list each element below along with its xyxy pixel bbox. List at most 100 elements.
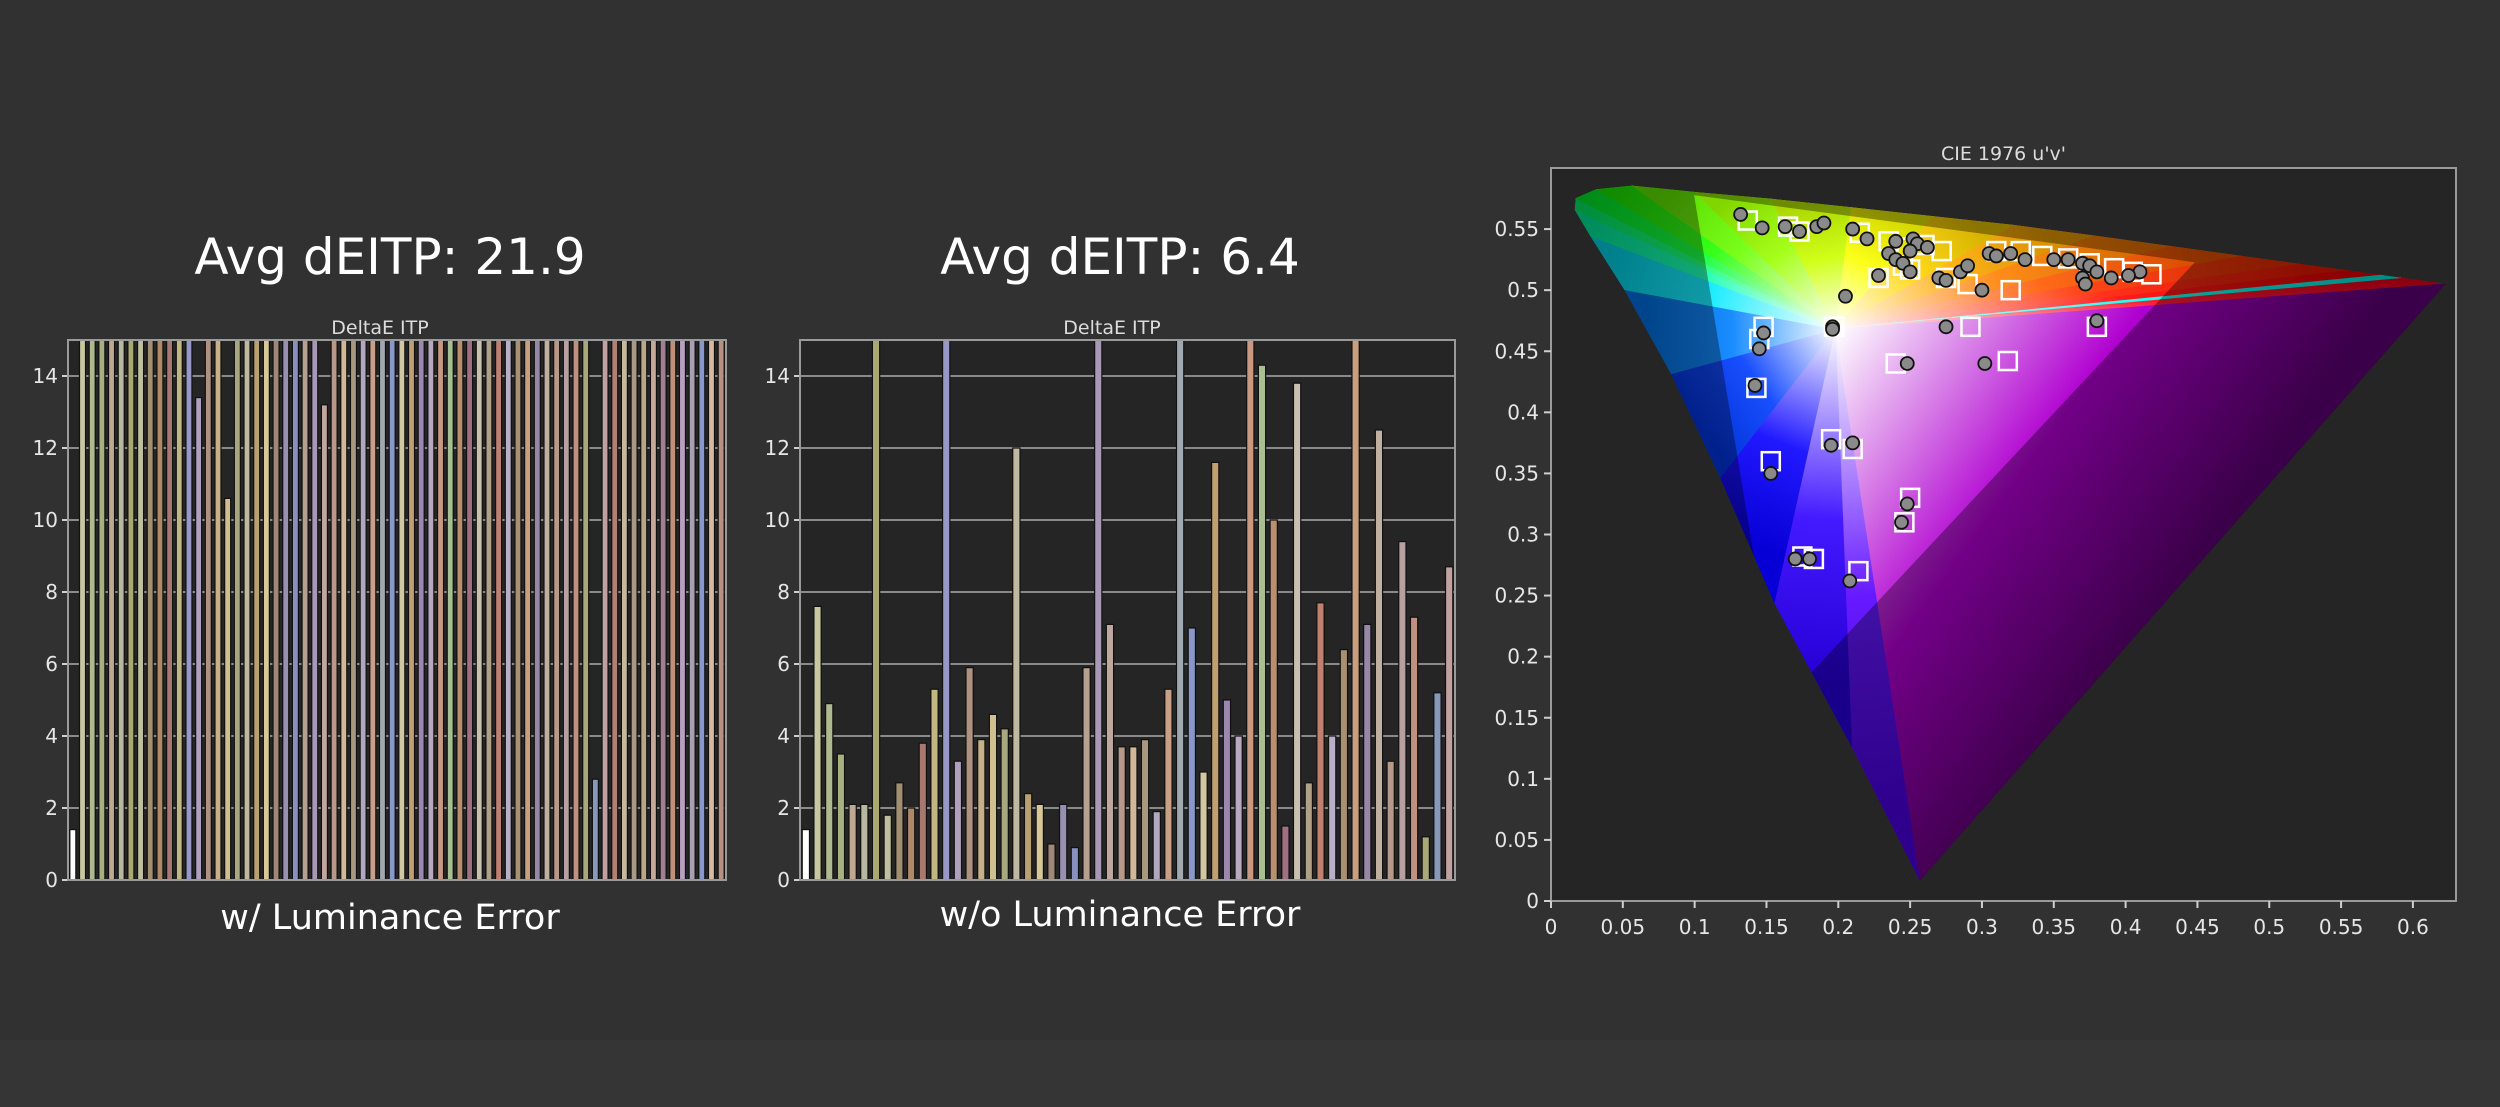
target-marker (1997, 350, 2019, 372)
target-marker (2000, 279, 2021, 301)
measured-point (1747, 378, 1763, 393)
y-tick-label: 0.45 (1494, 339, 1539, 363)
measured-point (2017, 252, 2033, 268)
y-tick-label: 2 (45, 796, 58, 820)
y-tick-label: 2 (777, 796, 790, 820)
target-marker (1960, 316, 1981, 338)
plot-border (799, 339, 1456, 881)
measured-point (1838, 288, 1853, 304)
x-tick-label: 0.3 (1966, 915, 1998, 939)
measured-point (1792, 224, 1807, 239)
bottom-band (0, 1040, 2500, 1107)
panel-1-heading: Avg dEITP: 21.9 (194, 228, 586, 286)
bar-chart-with-luminance: 0 2 4 6 8 10 12 14 DeltaE ITP (33, 317, 727, 892)
y-tick-label: 10 (765, 508, 790, 532)
y-tick-label: 10 (33, 508, 58, 532)
measured-point (1763, 466, 1779, 481)
x-tick-label: 0.45 (2175, 915, 2220, 939)
measured-point (1960, 258, 1975, 274)
target-marker (1957, 273, 1978, 295)
measured-point (1919, 240, 1935, 255)
measured-point (1787, 551, 1803, 567)
y-tick-label: 0 (1526, 889, 1539, 913)
bar-chart-without-luminance: 0 2 4 6 8 10 12 14 DeltaE ITP (765, 317, 1456, 892)
y-tick-label: 6 (45, 652, 58, 676)
measured-point (1938, 319, 1954, 335)
x-tick-label: 0.55 (2319, 915, 2364, 939)
measured-point (1751, 341, 1767, 357)
y-tick-label: 0 (45, 868, 58, 892)
x-tick-label: 0.5 (2253, 915, 2285, 939)
x-tick-label: 0.35 (2032, 915, 2077, 939)
y-tick-label: 0 (777, 868, 790, 892)
measured-point (2077, 276, 2093, 292)
measured-point (1899, 356, 1915, 371)
measured-point (1899, 496, 1915, 512)
x-tick-label: 0.05 (1601, 915, 1646, 939)
target-marker (1848, 560, 1869, 582)
measured-point (1777, 219, 1793, 235)
measured-point (1902, 264, 1918, 280)
measured-point (1845, 435, 1861, 451)
y-tick-label: 0.55 (1494, 217, 1539, 241)
panel-2-caption: w/o Luminance Error (939, 895, 1301, 935)
measured-point (1888, 233, 1904, 249)
panel-1-caption: w/ Luminance Error (220, 898, 560, 938)
y-tick-label: 0.5 (1507, 278, 1539, 302)
y-tick-label: 12 (33, 436, 58, 460)
measured-point (1938, 272, 1954, 288)
y-tick-label: 0.2 (1507, 645, 1539, 669)
x-tick-label: 0.1 (1679, 915, 1711, 939)
y-tick-label: 4 (45, 724, 58, 748)
measured-point (2046, 252, 2062, 268)
measured-point (1842, 573, 1858, 589)
y-tick-label: 4 (777, 724, 790, 748)
y-tick-label: 0.3 (1507, 523, 1539, 547)
measured-point (1845, 221, 1861, 237)
chart-title: CIE 1976 u'v' (1941, 143, 2066, 165)
measured-point (2103, 270, 2119, 286)
chart-title: DeltaE ITP (1063, 317, 1160, 339)
x-tick-label: 0.6 (2397, 915, 2429, 939)
panel-2-heading: Avg dEITP: 6.4 (940, 228, 1300, 286)
measured-point (1988, 248, 2004, 264)
y-tick-label: 0.05 (1494, 828, 1539, 852)
measured-point (2089, 313, 2105, 329)
measured-point (1902, 243, 1918, 259)
y-tick-label: 8 (777, 580, 790, 604)
gamut-fill (1574, 185, 2447, 881)
plot-border (67, 339, 727, 881)
measured-point (1733, 207, 1749, 222)
measured-point (2121, 268, 2136, 283)
y-tick-label: 12 (765, 436, 790, 460)
x-tick-label: 0 (1545, 915, 1558, 939)
y-tick-label: 0.35 (1494, 461, 1539, 485)
x-tick-label: 0.2 (1822, 915, 1854, 939)
measured-point (1894, 514, 1909, 530)
measured-point (1871, 268, 1886, 283)
y-tick-label: 14 (765, 364, 790, 388)
x-tick-label: 0.25 (1888, 915, 1933, 939)
y-tick-label: 0.15 (1494, 706, 1539, 730)
y-tick-label: 8 (45, 580, 58, 604)
measured-point (1816, 215, 1832, 231)
y-tick-label: 0.25 (1494, 584, 1539, 608)
y-tick-label: 0.1 (1507, 767, 1539, 791)
measured-point (1754, 220, 1770, 236)
measured-point (1825, 321, 1840, 337)
y-tick-label: 14 (33, 364, 58, 388)
gamut-slice (1835, 283, 2447, 881)
y-tick-label: 6 (777, 652, 790, 676)
measured-point (2003, 246, 2019, 261)
x-tick-label: 0.15 (1744, 915, 1789, 939)
measured-point (1756, 325, 1772, 341)
cie-chromaticity-chart: 0 0.05 0.1 0.15 0.2 0.25 0.3 0.35 0.4 0.45 0.5 0.55… (1494, 143, 2457, 939)
measured-point (1977, 356, 1993, 371)
measured-point (1802, 551, 1817, 567)
x-tick-label: 0.4 (2110, 915, 2142, 939)
y-tick-label: 0.4 (1507, 400, 1539, 424)
measured-point (2060, 252, 2076, 268)
measured-point (2089, 264, 2105, 280)
measured-point (1823, 437, 1839, 453)
chart-title: DeltaE ITP (331, 317, 428, 339)
